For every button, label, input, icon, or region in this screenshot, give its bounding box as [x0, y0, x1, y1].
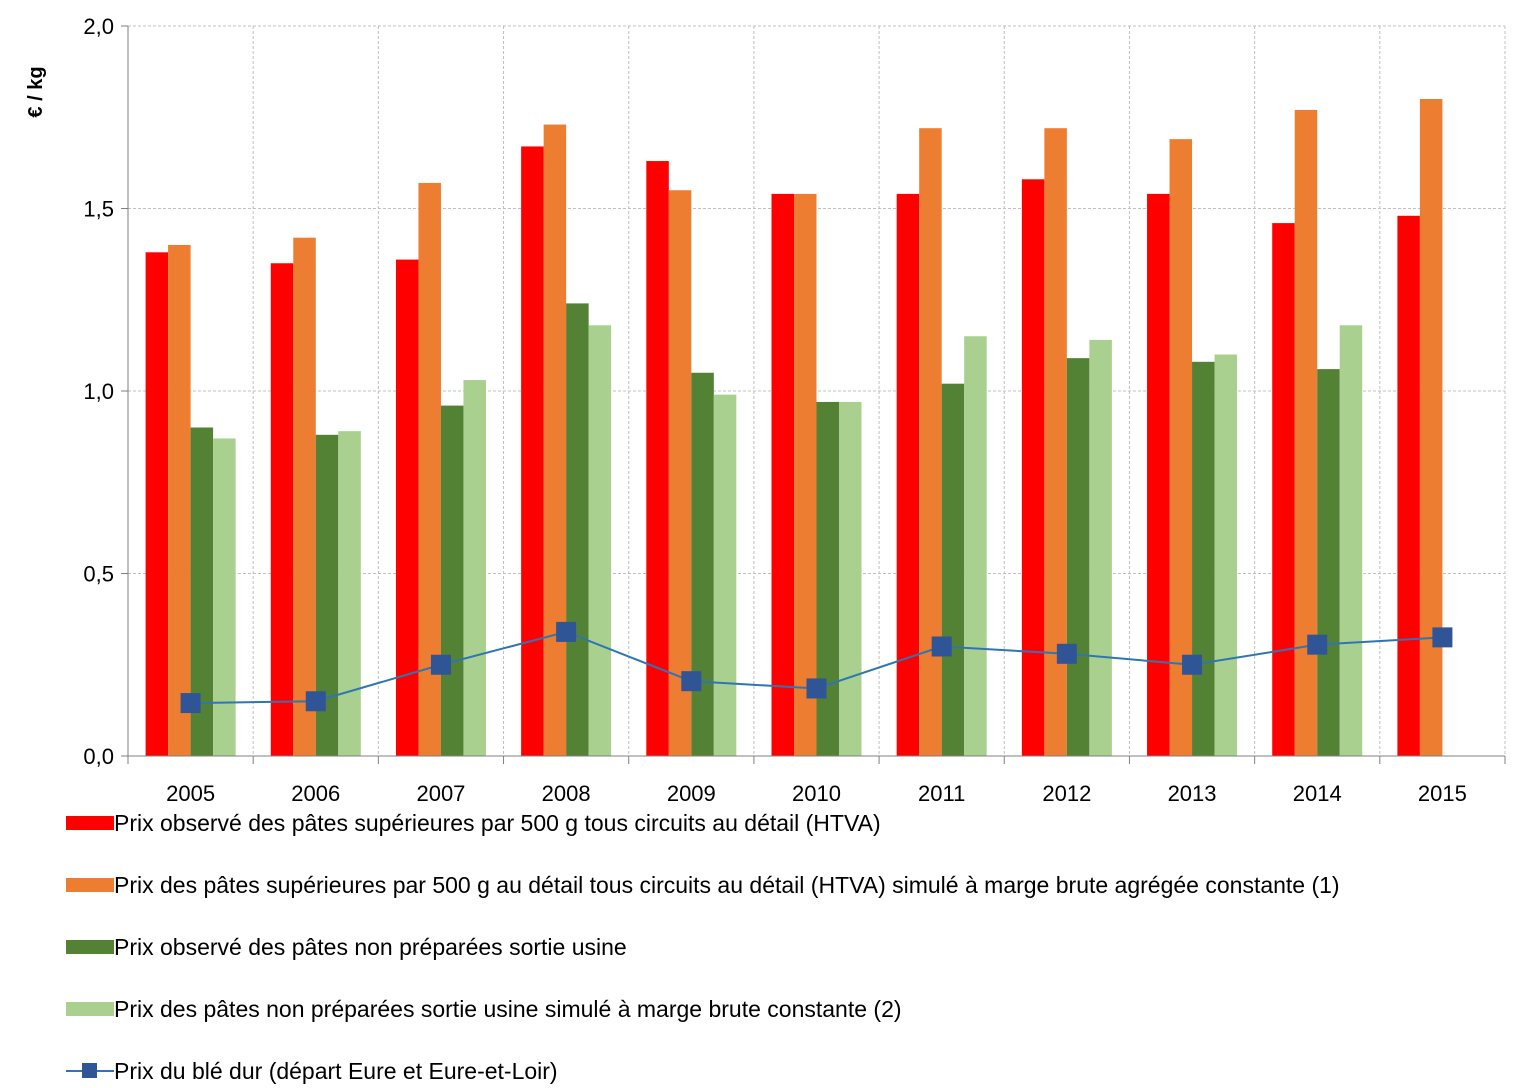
bar-2010-s0 [771, 193, 794, 756]
legend: Prix observé des pâtes supérieures par 5… [66, 810, 1516, 1088]
bar-2012-s0 [1021, 179, 1045, 757]
wheat-price-marker-2008 [556, 621, 577, 642]
wheat-price-marker-2014 [1307, 634, 1328, 655]
bar-2012-s1 [1044, 128, 1067, 756]
bar-2005-s2 [190, 427, 214, 756]
legend-item-0: Prix observé des pâtes supérieures par 5… [66, 810, 1516, 872]
bar-2009-s1 [668, 190, 692, 756]
bar-2006-s3 [338, 431, 361, 756]
bar-2014-s1 [1294, 109, 1318, 756]
bar-2007-s0 [395, 259, 419, 756]
wheat-price-marker-2006 [305, 691, 326, 712]
legend-swatch-3 [66, 1002, 114, 1016]
wheat-price-marker-2015 [1432, 627, 1453, 648]
x-tick-label: 2009 [667, 781, 716, 805]
x-tick-label: 2014 [1293, 781, 1342, 805]
bar-2014-s3 [1339, 325, 1363, 756]
bar-2010-s3 [839, 401, 862, 756]
legend-label-2: Prix observé des pâtes non préparées sor… [114, 934, 627, 960]
wheat-price-marker-2007 [430, 654, 451, 675]
x-tick-label: 2007 [416, 781, 465, 805]
wheat-price-marker-2011 [931, 636, 952, 657]
bar-2012-s3 [1089, 339, 1112, 756]
bars [145, 99, 1443, 757]
x-tick-label: 2013 [1168, 781, 1217, 805]
bar-2008-s2 [566, 303, 589, 756]
legend-label-1: Prix des pâtes supérieures par 500 g au … [114, 872, 1340, 898]
legend-swatch-2 [66, 940, 114, 954]
bar-2005-s0 [145, 252, 169, 757]
wheat-price-marker-2010 [806, 678, 827, 699]
y-tick-label: 1,5 [83, 197, 114, 222]
y-axis-label: € / kg [25, 66, 47, 117]
x-tick-label: 2010 [792, 781, 841, 805]
bar-2006-s2 [315, 434, 339, 756]
bar-2009-s3 [713, 394, 737, 756]
y-tick-label: 1,0 [83, 379, 114, 404]
bar-2013-s2 [1192, 361, 1215, 756]
legend-label-3: Prix des pâtes non préparées sortie usin… [114, 996, 902, 1022]
bar-2010-s1 [794, 193, 817, 756]
legend-item-1: Prix des pâtes supérieures par 500 g au … [66, 872, 1516, 934]
axes [121, 25, 1506, 764]
bar-2007-s1 [418, 182, 441, 756]
x-tick-label: 2015 [1418, 781, 1467, 805]
x-tick-label: 2008 [542, 781, 591, 805]
y-tick-label: 0,5 [83, 562, 114, 587]
legend-item-3: Prix des pâtes non préparées sortie usin… [66, 996, 1516, 1058]
bar-2011-s0 [896, 193, 920, 756]
wheat-price-line [180, 621, 1453, 714]
x-tick-label: 2005 [166, 781, 215, 805]
legend-item-4: Prix du blé dur (départ Eure et Eure-et-… [66, 1058, 1516, 1088]
wheat-price-marker-2009 [681, 671, 702, 692]
wheat-price-marker-2012 [1056, 643, 1077, 664]
chart: 0,0 0,5 1,0 1,5 2,0 2005 2006 2007 2008 2009 2010 2… [25, 14, 1506, 805]
legend-swatch-1 [66, 878, 114, 892]
bar-2015-s1 [1419, 99, 1443, 756]
y-tick-label: 0,0 [83, 744, 114, 769]
bar-2005-s1 [168, 245, 191, 756]
bar-2008-s0 [521, 146, 544, 756]
bar-2013-s1 [1169, 139, 1193, 756]
legend-item-2: Prix observé des pâtes non préparées sor… [66, 934, 1516, 996]
tick-labels: 0,0 0,5 1,0 1,5 2,0 2005 2006 2007 2008 2009 2010 2… [83, 14, 1466, 805]
bar-2011-s3 [964, 336, 987, 756]
y-tick-label: 2,0 [83, 14, 114, 39]
bar-2013-s3 [1214, 354, 1238, 756]
bar-2012-s2 [1066, 358, 1090, 756]
legend-swatch-4 [66, 1058, 114, 1084]
bar-2009-s2 [691, 372, 714, 756]
x-tick-label: 2012 [1042, 781, 1091, 805]
bar-2014-s0 [1272, 223, 1295, 757]
bar-2009-s0 [646, 161, 669, 757]
bar-2005-s3 [213, 438, 236, 756]
x-tick-label: 2006 [291, 781, 340, 805]
bar-2014-s2 [1317, 369, 1340, 756]
bar-2011-s2 [941, 383, 965, 756]
bar-2007-s3 [463, 380, 486, 756]
bar-2008-s3 [588, 325, 612, 756]
wheat-price-marker-2013 [1182, 654, 1203, 675]
wheat-price-marker-2005 [180, 693, 201, 714]
legend-label-4: Prix du blé dur (départ Eure et Eure-et-… [114, 1058, 558, 1084]
bar-2006-s1 [293, 237, 316, 756]
legend-swatch-0 [66, 816, 114, 830]
bar-2011-s1 [919, 128, 942, 756]
bar-2008-s1 [543, 124, 567, 757]
bar-2015-s0 [1397, 215, 1420, 757]
bar-2010-s2 [816, 401, 839, 756]
bar-2006-s0 [270, 263, 294, 756]
x-tick-label: 2011 [918, 781, 965, 805]
legend-label-0: Prix observé des pâtes supérieures par 5… [114, 810, 881, 836]
bar-2007-s2 [440, 405, 464, 756]
bar-2013-s0 [1147, 193, 1170, 756]
